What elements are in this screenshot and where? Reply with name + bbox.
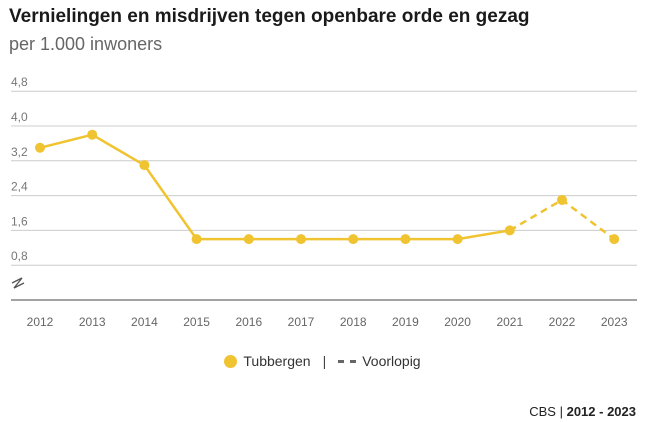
legend-series-marker	[224, 354, 238, 368]
x-tick-label: 2022	[549, 315, 576, 329]
y-tick-label: 4,8	[11, 75, 28, 89]
data-point	[348, 234, 359, 245]
y-tick-label: 2,4	[11, 180, 28, 194]
x-tick-label: 2023	[601, 315, 628, 329]
data-point	[296, 234, 306, 245]
source-name: CBS	[529, 404, 556, 419]
data-point	[504, 225, 515, 236]
y-axis-ticks: 0,8 1,6 2,4 3,2 4,0 4,8	[11, 75, 28, 263]
y-tick-label: 3,2	[11, 145, 28, 159]
x-tick-label: 2019	[392, 315, 419, 329]
x-tick-label: 2017	[288, 315, 315, 329]
series-line-provisional	[509, 198, 615, 241]
y-tick-label: 0,8	[11, 249, 28, 263]
gridlines	[11, 90, 637, 266]
data-point	[400, 234, 411, 245]
data-point	[452, 234, 463, 245]
source-separator: |	[559, 404, 563, 419]
data-point	[139, 160, 150, 171]
data-point	[243, 234, 254, 245]
x-axis-ticks: 2012 2013 2014 2015 2016 2017 2018 2019 2020 2021…	[27, 315, 628, 329]
x-tick-label: 2015	[183, 315, 210, 329]
x-tick-label: 2016	[235, 315, 262, 329]
x-tick-label: 2021	[496, 315, 523, 329]
legend-provisional-label: Voorlopig	[362, 353, 421, 369]
series-points	[35, 129, 620, 245]
data-point	[35, 142, 45, 153]
legend-series-label: Tubbergen	[243, 353, 311, 369]
legend: Tubbergen | Voorlopig	[0, 353, 645, 369]
chart-subtitle: per 1.000 inwoners	[9, 34, 163, 54]
data-point	[191, 234, 202, 245]
x-tick-label: 2012	[27, 315, 54, 329]
series-line-definitive	[39, 133, 511, 241]
source-note: CBS | 2012 - 2023	[529, 404, 636, 419]
legend-dashed-line-icon	[338, 359, 357, 363]
x-axis	[11, 277, 637, 301]
x-tick-label: 2018	[340, 315, 367, 329]
x-tick-label: 2013	[79, 315, 106, 329]
data-point	[557, 194, 567, 205]
series-lines	[39, 133, 615, 241]
data-point	[609, 234, 620, 245]
source-period: 2012 - 2023	[566, 404, 636, 419]
y-tick-label: 1,6	[11, 214, 28, 228]
axis-break-icon	[11, 277, 25, 289]
chart-title: Vernielingen en misdrijven tegen openbar…	[9, 6, 530, 27]
x-tick-label: 2020	[444, 315, 471, 329]
x-tick-label: 2014	[131, 315, 158, 329]
data-point	[87, 129, 98, 140]
legend-separator: |	[322, 353, 327, 369]
y-tick-label: 4,0	[11, 110, 28, 124]
